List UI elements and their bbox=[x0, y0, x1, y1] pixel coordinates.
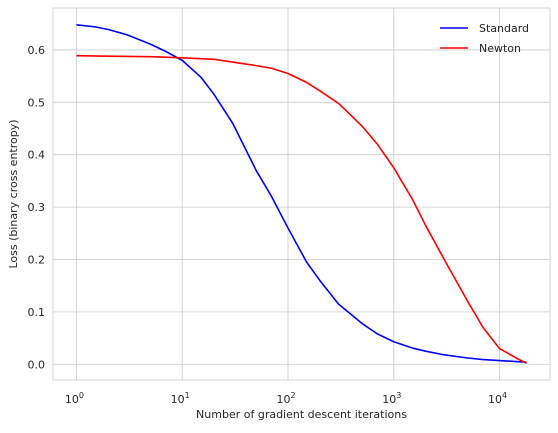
x-tick-label: 104 bbox=[488, 391, 507, 406]
y-tick-label: 0.4 bbox=[28, 149, 46, 162]
series-lines bbox=[76, 23, 527, 364]
plot-area-frame bbox=[52, 7, 551, 381]
y-tick-label: 0.5 bbox=[28, 96, 46, 109]
y-axis-label: Loss (binary cross entropy) bbox=[7, 119, 20, 268]
x-tick-label: 103 bbox=[382, 391, 401, 406]
legend-label-standard: Standard bbox=[479, 22, 529, 35]
series-line-standard bbox=[76, 23, 527, 363]
y-tick-label: 0.6 bbox=[28, 44, 46, 57]
y-tick-label: 0.0 bbox=[28, 358, 46, 371]
y-tick-label: 0.2 bbox=[28, 253, 46, 266]
legend-label-newton: Newton bbox=[479, 42, 521, 55]
x-tick-label: 102 bbox=[276, 391, 295, 406]
x-tick-label: 100 bbox=[65, 391, 84, 406]
x-axis-label: Number of gradient descent iterations bbox=[196, 408, 407, 421]
y-tick-label: 0.1 bbox=[28, 306, 46, 319]
legend: Standard Newton bbox=[440, 22, 529, 55]
grid bbox=[53, 8, 550, 380]
x-tick-label: 101 bbox=[171, 391, 190, 406]
series-line-newton bbox=[76, 54, 527, 364]
tick-labels: 0.0 0.1 0.2 0.3 0.4 0.5 0.6 100 101 102 103 104 bbox=[28, 44, 508, 406]
y-tick-label: 0.3 bbox=[28, 201, 46, 214]
